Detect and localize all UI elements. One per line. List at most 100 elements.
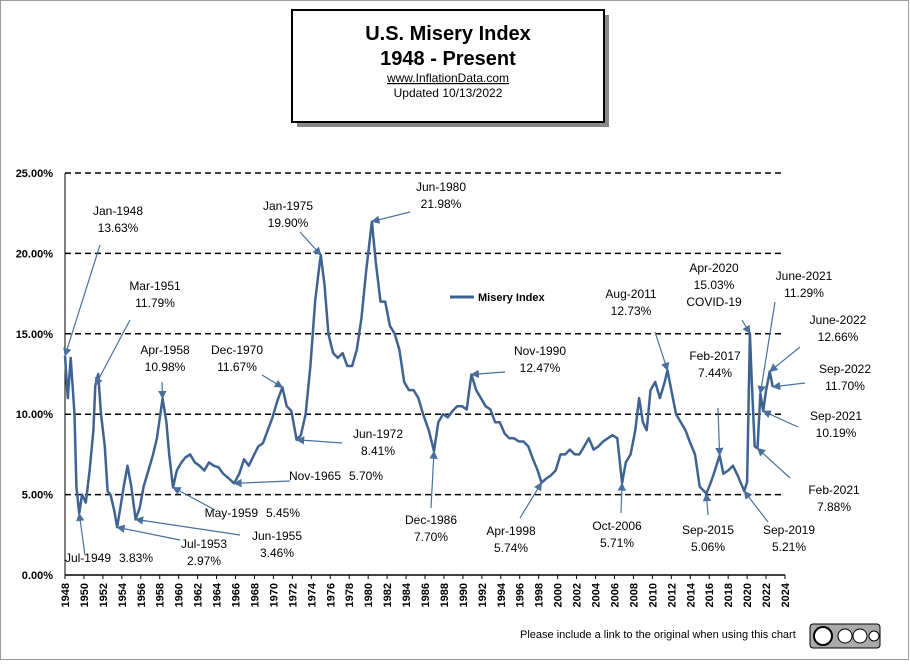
annotation-label: Jul-1953 (181, 537, 227, 551)
annotation-arrow (617, 482, 626, 514)
annotation-arrow (233, 478, 291, 488)
annotation-label: Jun-1980 (416, 180, 466, 194)
x-tick-label: 2002 (572, 583, 584, 607)
x-tick-label: 1990 (458, 583, 470, 607)
annotation-label: Jan-1948 (93, 204, 143, 218)
annotation-arrow (519, 481, 543, 519)
annotation-label: Dec-1970 (211, 343, 263, 357)
title-box (291, 9, 605, 123)
annotation-label: June-2022 (810, 313, 867, 327)
source: www.InflationData.com (386, 71, 509, 85)
annotation-arrow (172, 486, 216, 511)
y-tick-label: 0.00% (22, 570, 53, 582)
annotation-arrow (757, 301, 776, 395)
x-tick-label: 2018 (723, 583, 735, 607)
x-tick-label: 1966 (231, 583, 243, 607)
annotation-value: 5.74% (494, 541, 528, 555)
x-tick-label: 1982 (382, 583, 394, 607)
annotation-value: 19.90% (268, 216, 309, 230)
annotation-label: May-1959 (205, 506, 259, 520)
annotation-value: 2.97% (187, 554, 221, 568)
annotation-arrow (94, 319, 131, 387)
annotation-arrow (429, 450, 438, 509)
annotation-value: 5.71% (600, 536, 634, 550)
annotation-arrow (769, 346, 801, 372)
x-tick-label: 1980 (363, 583, 375, 607)
annotation-value: 7.70% (414, 530, 448, 544)
annotation-label: Dec-1986 (405, 513, 457, 527)
annotation-value: 13.63% (98, 221, 139, 235)
x-tick-label: 2016 (704, 583, 716, 607)
annotation-label: Oct-2006 (592, 519, 642, 533)
series-line (63, 220, 774, 529)
updated: Updated 10/13/2022 (394, 86, 503, 100)
annotation-value: 8.41% (361, 444, 395, 458)
x-tick-label: 1996 (515, 583, 527, 607)
annotation-label: Feb-2017 (689, 349, 741, 363)
annotation-label: Apr-2020 (689, 261, 739, 275)
annotation-arrow (299, 231, 322, 256)
chart-title: U.S. Misery Index (365, 23, 531, 45)
annotation-arrow (116, 524, 181, 541)
y-tick-label: 15.00% (16, 329, 54, 341)
annotation-label: Nov-1965 (289, 469, 341, 483)
y-tick-label: 20.00% (16, 248, 54, 260)
annotation-note: COVID-19 (686, 295, 742, 309)
x-tick-label: 2008 (628, 583, 640, 607)
x-tick-label: 1958 (155, 583, 167, 607)
annotation-arrow (756, 447, 791, 479)
x-tick-label: 1968 (249, 583, 261, 607)
x-tick-label: 1984 (401, 582, 413, 607)
annotation-value: 3.46% (260, 546, 294, 560)
annotation-value: 11.79% (135, 296, 175, 310)
annotation-arrow (771, 381, 806, 391)
annotation-label: Jun-1955 (252, 529, 302, 543)
chart-subtitle: 1948 - Present (380, 48, 516, 70)
x-tick-label: 1960 (174, 583, 186, 607)
annotation-value: 12.66% (818, 330, 859, 344)
annotation-arrow (654, 331, 670, 372)
x-tick-label: 1988 (439, 583, 451, 607)
annotation-value: 15.03% (694, 278, 735, 292)
x-tick-label: 1976 (325, 583, 337, 607)
annotation-label: Jul-1949 (65, 551, 111, 565)
annotation-arrow (76, 512, 86, 556)
annotation-label: Sep-2021 (810, 409, 862, 423)
x-tick-label: 1994 (496, 582, 508, 607)
x-tick-label: 1974 (306, 582, 318, 607)
annotation-value: 11.70% (825, 379, 865, 393)
annotation-value: 5.70% (349, 469, 383, 483)
annotation-label: Feb-2021 (808, 483, 860, 497)
annotation-arrow (743, 490, 769, 523)
annotation-value: 5.21% (772, 540, 806, 554)
annotation-arrow (134, 516, 241, 536)
x-tick-label: 1952 (98, 583, 110, 607)
x-tick-label: 2006 (609, 583, 621, 607)
x-tick-label: 2024 (780, 582, 792, 607)
x-tick-label: 2012 (666, 583, 678, 607)
x-tick-label: 2010 (647, 583, 659, 607)
annotation-value: 5.45% (266, 506, 300, 520)
annotation-value: 7.88% (817, 500, 851, 514)
annotation-value: 3.83% (119, 551, 153, 565)
annotation-value: 12.73% (611, 304, 652, 318)
x-tick-label: 1964 (212, 582, 224, 607)
x-tick-label: 2020 (742, 583, 754, 607)
annotation-label: Aug-2011 (605, 287, 656, 301)
annotation-value: 21.98% (421, 197, 462, 211)
x-tick-label: 1992 (477, 583, 489, 607)
x-tick-label: 1962 (193, 583, 205, 607)
x-tick-label: 2000 (553, 583, 565, 607)
x-tick-label: 1998 (534, 583, 546, 607)
annotation-arrow (702, 492, 712, 516)
x-tick-label: 1948 (60, 583, 72, 607)
annotation-label: Mar-1951 (129, 279, 181, 293)
x-tick-label: 1956 (136, 583, 148, 607)
annotation-label: June-2021 (776, 269, 833, 283)
x-tick-label: 1978 (344, 583, 356, 607)
annotation-arrow (715, 407, 724, 457)
annotation-value: 7.44% (698, 366, 732, 380)
annotation-label: Sep-2022 (819, 362, 871, 376)
y-tick-label: 25.00% (16, 168, 54, 180)
x-tick-label: 1970 (268, 583, 280, 607)
